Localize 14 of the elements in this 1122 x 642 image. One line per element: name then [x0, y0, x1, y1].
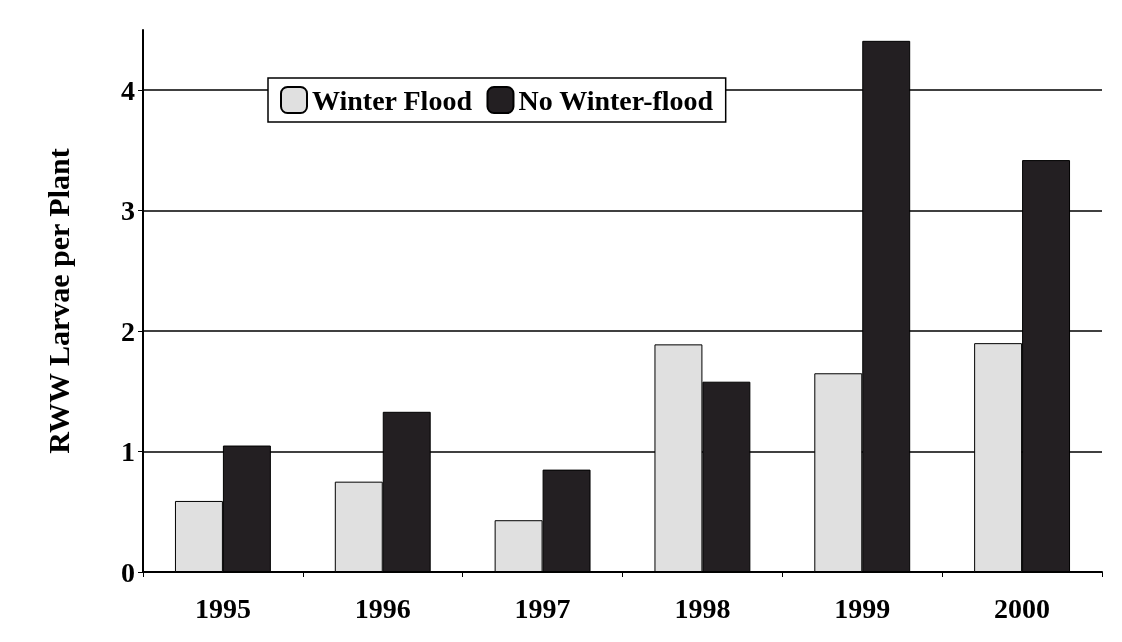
y-tick-label: 3 — [121, 195, 135, 227]
x-tick-label: 1996 — [354, 592, 411, 624]
legend-label: Winter Flood — [312, 84, 473, 116]
x-tick-label: 1999 — [834, 592, 891, 624]
y-tick-label: 4 — [121, 74, 135, 106]
y-axis-title: RWW Larvae per Plant — [41, 148, 75, 454]
x-tick-label: 2000 — [994, 592, 1051, 624]
x-tick-label: 1997 — [514, 592, 571, 624]
y-tick-label: 1 — [121, 436, 135, 468]
legend-label: No Winter-flood — [518, 84, 714, 116]
x-tick-label: 1998 — [674, 592, 731, 624]
y-tick-label: 0 — [121, 556, 135, 588]
x-tick-label: 1995 — [194, 592, 251, 624]
y-tick-label: 2 — [121, 315, 135, 347]
